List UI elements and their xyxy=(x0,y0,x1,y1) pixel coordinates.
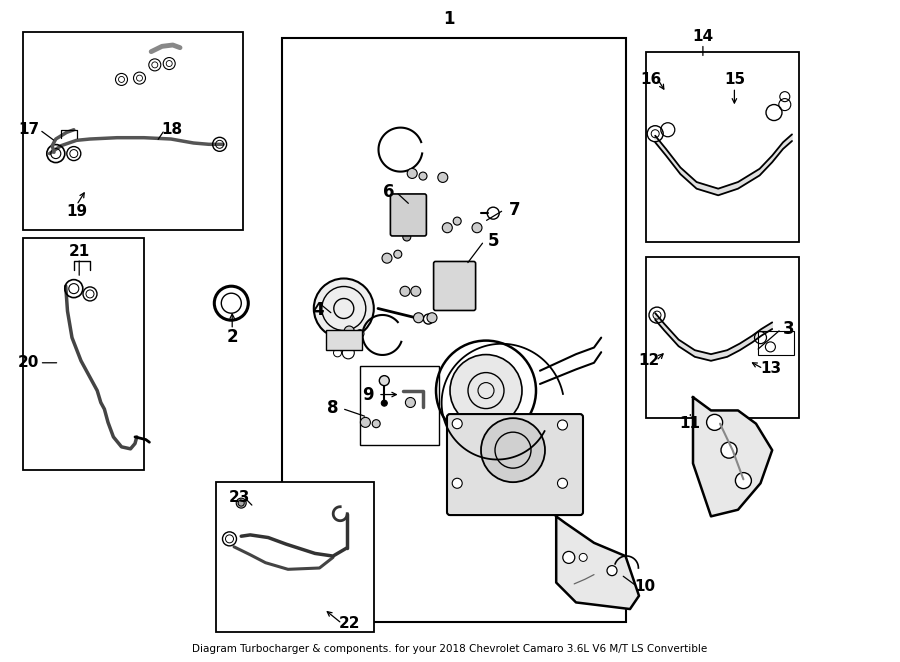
Circle shape xyxy=(405,397,416,408)
Text: 17: 17 xyxy=(18,122,40,137)
Polygon shape xyxy=(760,156,772,175)
Bar xyxy=(22,238,144,470)
Circle shape xyxy=(394,250,401,258)
Circle shape xyxy=(557,420,568,430)
Circle shape xyxy=(413,312,424,323)
Text: 5: 5 xyxy=(488,232,499,250)
Bar xyxy=(216,482,374,632)
Polygon shape xyxy=(783,134,792,149)
Polygon shape xyxy=(679,340,695,357)
Circle shape xyxy=(344,326,355,336)
Circle shape xyxy=(562,551,575,563)
Circle shape xyxy=(314,279,374,338)
Text: 9: 9 xyxy=(363,385,374,404)
Circle shape xyxy=(454,217,461,225)
Polygon shape xyxy=(752,329,761,342)
Text: 12: 12 xyxy=(638,354,660,368)
Bar xyxy=(646,52,799,242)
Circle shape xyxy=(382,400,387,406)
Circle shape xyxy=(410,286,421,297)
FancyBboxPatch shape xyxy=(434,261,475,310)
Polygon shape xyxy=(693,397,772,516)
Text: 19: 19 xyxy=(66,205,87,219)
Circle shape xyxy=(472,222,482,233)
Text: 4: 4 xyxy=(312,301,323,319)
Bar xyxy=(22,32,243,230)
Circle shape xyxy=(400,286,410,297)
Circle shape xyxy=(437,172,448,183)
Text: 18: 18 xyxy=(161,122,183,137)
Circle shape xyxy=(557,478,568,489)
Circle shape xyxy=(580,553,587,561)
Polygon shape xyxy=(664,324,679,346)
Text: 11: 11 xyxy=(680,416,701,431)
Circle shape xyxy=(452,478,463,489)
Circle shape xyxy=(607,565,617,576)
Circle shape xyxy=(407,168,418,179)
Polygon shape xyxy=(655,313,664,330)
Polygon shape xyxy=(772,142,783,162)
Circle shape xyxy=(379,375,390,386)
Polygon shape xyxy=(655,136,666,156)
Circle shape xyxy=(442,222,453,233)
Circle shape xyxy=(706,414,723,430)
Text: 14: 14 xyxy=(692,29,714,44)
Circle shape xyxy=(427,312,437,323)
Circle shape xyxy=(356,330,364,338)
Polygon shape xyxy=(711,350,727,361)
Circle shape xyxy=(419,172,427,180)
Bar xyxy=(326,330,362,350)
Bar xyxy=(282,38,626,622)
Bar xyxy=(360,366,439,445)
Text: 20: 20 xyxy=(18,355,40,370)
Circle shape xyxy=(360,417,371,428)
Circle shape xyxy=(721,442,737,458)
Polygon shape xyxy=(666,149,680,174)
Text: 2: 2 xyxy=(227,328,238,346)
Text: 16: 16 xyxy=(640,72,662,87)
Polygon shape xyxy=(740,336,752,350)
Circle shape xyxy=(373,420,380,428)
Polygon shape xyxy=(727,344,740,357)
Polygon shape xyxy=(556,516,639,609)
Text: 8: 8 xyxy=(328,399,338,418)
Text: 10: 10 xyxy=(634,579,655,594)
Circle shape xyxy=(236,498,247,508)
Polygon shape xyxy=(680,167,697,189)
Circle shape xyxy=(450,355,522,426)
Text: 21: 21 xyxy=(68,244,90,259)
Text: 22: 22 xyxy=(338,616,360,631)
Text: 13: 13 xyxy=(760,361,781,376)
Text: 15: 15 xyxy=(724,72,745,87)
Bar xyxy=(758,331,794,355)
Text: 6: 6 xyxy=(383,183,394,201)
Polygon shape xyxy=(761,322,772,336)
FancyBboxPatch shape xyxy=(391,194,427,236)
Circle shape xyxy=(481,418,545,482)
Polygon shape xyxy=(695,350,711,361)
Circle shape xyxy=(735,473,752,489)
Text: 1: 1 xyxy=(444,9,454,28)
Bar xyxy=(646,257,799,418)
Polygon shape xyxy=(718,182,738,195)
Circle shape xyxy=(452,418,463,429)
Text: 3: 3 xyxy=(783,320,794,338)
Circle shape xyxy=(403,233,410,241)
Polygon shape xyxy=(697,182,718,195)
Text: Diagram Turbocharger & components. for your 2018 Chevrolet Camaro 3.6L V6 M/T LS: Diagram Turbocharger & components. for y… xyxy=(193,644,707,654)
Polygon shape xyxy=(738,169,760,189)
Text: 7: 7 xyxy=(509,201,520,219)
Text: 23: 23 xyxy=(229,491,250,505)
Circle shape xyxy=(382,253,392,263)
FancyBboxPatch shape xyxy=(447,414,583,515)
